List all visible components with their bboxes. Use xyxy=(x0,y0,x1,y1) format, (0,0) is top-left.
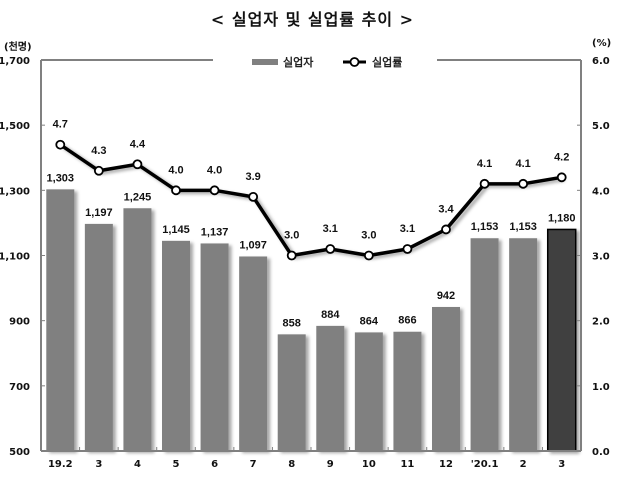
rate-marker xyxy=(441,224,451,235)
bar xyxy=(162,240,190,451)
left-tick-label: 1,500 xyxy=(0,121,30,132)
left-tick-label: 1,100 xyxy=(0,252,30,263)
rate-marker xyxy=(209,185,220,196)
rate-marker xyxy=(93,165,104,176)
right-tick-label: 2.0 xyxy=(592,317,610,328)
left-tick-label: 1,700 xyxy=(0,56,30,67)
x-tick-label: 4 xyxy=(134,459,141,470)
right-tick-label: 4.0 xyxy=(592,186,610,197)
bar-value-label: 866 xyxy=(398,315,416,327)
rate-line xyxy=(59,143,563,258)
bar xyxy=(277,334,306,451)
bar-value-label: 864 xyxy=(360,315,379,327)
right-tick-label: 6.0 xyxy=(592,56,610,67)
bar-series: 1,303 1,197 1,245 1,145 1,137 1,097 858 884 864 8… xyxy=(46,172,577,452)
rate-marker xyxy=(55,139,66,150)
bar-value-label: 942 xyxy=(437,290,455,302)
x-tick-label: 10 xyxy=(362,459,376,470)
rate-value-label: 4.1 xyxy=(515,158,530,170)
legend-marker-icon xyxy=(349,57,360,67)
rate-marker xyxy=(363,250,374,261)
right-tick-label: 0.0 xyxy=(592,447,610,458)
x-tick-label: 3 xyxy=(558,459,565,470)
left-tick-label: 700 xyxy=(9,382,30,393)
rate-marker xyxy=(402,244,413,254)
bar-value-label: 1,153 xyxy=(509,221,537,233)
rate-value-label: 3.1 xyxy=(400,223,415,235)
rate-value-label: 4.0 xyxy=(207,164,222,176)
bar-value-label: 1,145 xyxy=(162,224,190,236)
bar-value-label: 1,153 xyxy=(471,221,499,233)
rate-value-label: 3.1 xyxy=(323,223,338,235)
x-tick-label: 9 xyxy=(327,459,334,470)
line-series: 4.7 4.3 4.4 4.0 4.0 3.9 3.0 3.1 3.0 3.1 3.4 4.1 4.1 4… xyxy=(53,119,569,261)
right-tick-label: 1.0 xyxy=(592,382,610,393)
right-axis-unit: (%) xyxy=(592,38,612,49)
rate-marker xyxy=(556,172,567,183)
bar xyxy=(470,238,499,451)
rate-value-label: 4.2 xyxy=(554,151,569,163)
rate-value-label: 3.4 xyxy=(438,203,454,215)
rate-value-label: 3.9 xyxy=(245,171,260,183)
x-tick-label: 5 xyxy=(173,459,180,470)
rate-value-label: 4.0 xyxy=(168,164,183,176)
x-tick-label: 19.2 xyxy=(48,459,73,470)
legend: 실업자 실업률 xyxy=(252,55,402,69)
bar xyxy=(509,238,538,451)
bar xyxy=(200,243,229,451)
legend-label-rate: 실업률 xyxy=(372,55,402,69)
x-tick-label: 12 xyxy=(439,459,453,470)
bar xyxy=(239,256,268,451)
left-tick-label: 500 xyxy=(9,447,30,458)
bar-value-label: 1,180 xyxy=(548,212,576,224)
bar-value-label: 1,137 xyxy=(201,226,229,238)
left-tick-label: 900 xyxy=(9,317,30,328)
rate-value-label: 4.3 xyxy=(91,145,106,157)
rate-marker xyxy=(518,178,529,189)
left-tick-label: 1,300 xyxy=(0,186,30,197)
rate-marker xyxy=(325,244,336,254)
rate-marker xyxy=(479,178,490,189)
rate-value-label: 3.0 xyxy=(284,230,299,242)
rate-marker xyxy=(132,159,143,170)
rate-value-label: 4.4 xyxy=(130,138,146,150)
bar-value-label: 1,303 xyxy=(47,172,75,184)
bar xyxy=(393,331,422,451)
x-tick-label: 3 xyxy=(95,459,102,470)
bar xyxy=(316,325,345,451)
right-tick-label: 5.0 xyxy=(592,121,610,132)
bar-value-label: 1,245 xyxy=(124,191,152,203)
legend-bar-swatch-icon xyxy=(252,59,278,65)
bar xyxy=(84,223,113,451)
x-tick-label: 7 xyxy=(250,459,257,470)
left-axis-unit: (천명) xyxy=(4,42,32,53)
bar-value-label: 1,197 xyxy=(85,207,113,219)
bar xyxy=(46,189,75,451)
bar-value-label: 884 xyxy=(321,309,340,321)
x-tick-label: 6 xyxy=(211,459,218,470)
bar-value-label: 1,097 xyxy=(239,239,267,251)
chart-title: < 실업자 및 실업률 추이 > xyxy=(210,10,415,29)
rate-marker xyxy=(171,185,181,196)
bar xyxy=(546,228,577,452)
x-tick-label: 2 xyxy=(520,459,527,470)
right-tick-label: 3.0 xyxy=(592,252,610,263)
rate-value-label: 4.7 xyxy=(53,119,68,131)
rate-value-label: 3.0 xyxy=(361,230,376,242)
x-tick-label: 8 xyxy=(288,459,295,470)
rate-marker xyxy=(286,250,297,261)
bar xyxy=(123,208,152,451)
x-tick-label: '20.1 xyxy=(471,459,499,470)
legend-label-unemployed: 실업자 xyxy=(283,55,314,69)
bar-value-label: 858 xyxy=(283,317,301,329)
x-tick-label: 11 xyxy=(400,459,414,470)
bar xyxy=(354,332,383,451)
rate-value-label: 4.1 xyxy=(477,158,492,170)
bar xyxy=(432,306,460,451)
rate-marker xyxy=(248,191,259,202)
